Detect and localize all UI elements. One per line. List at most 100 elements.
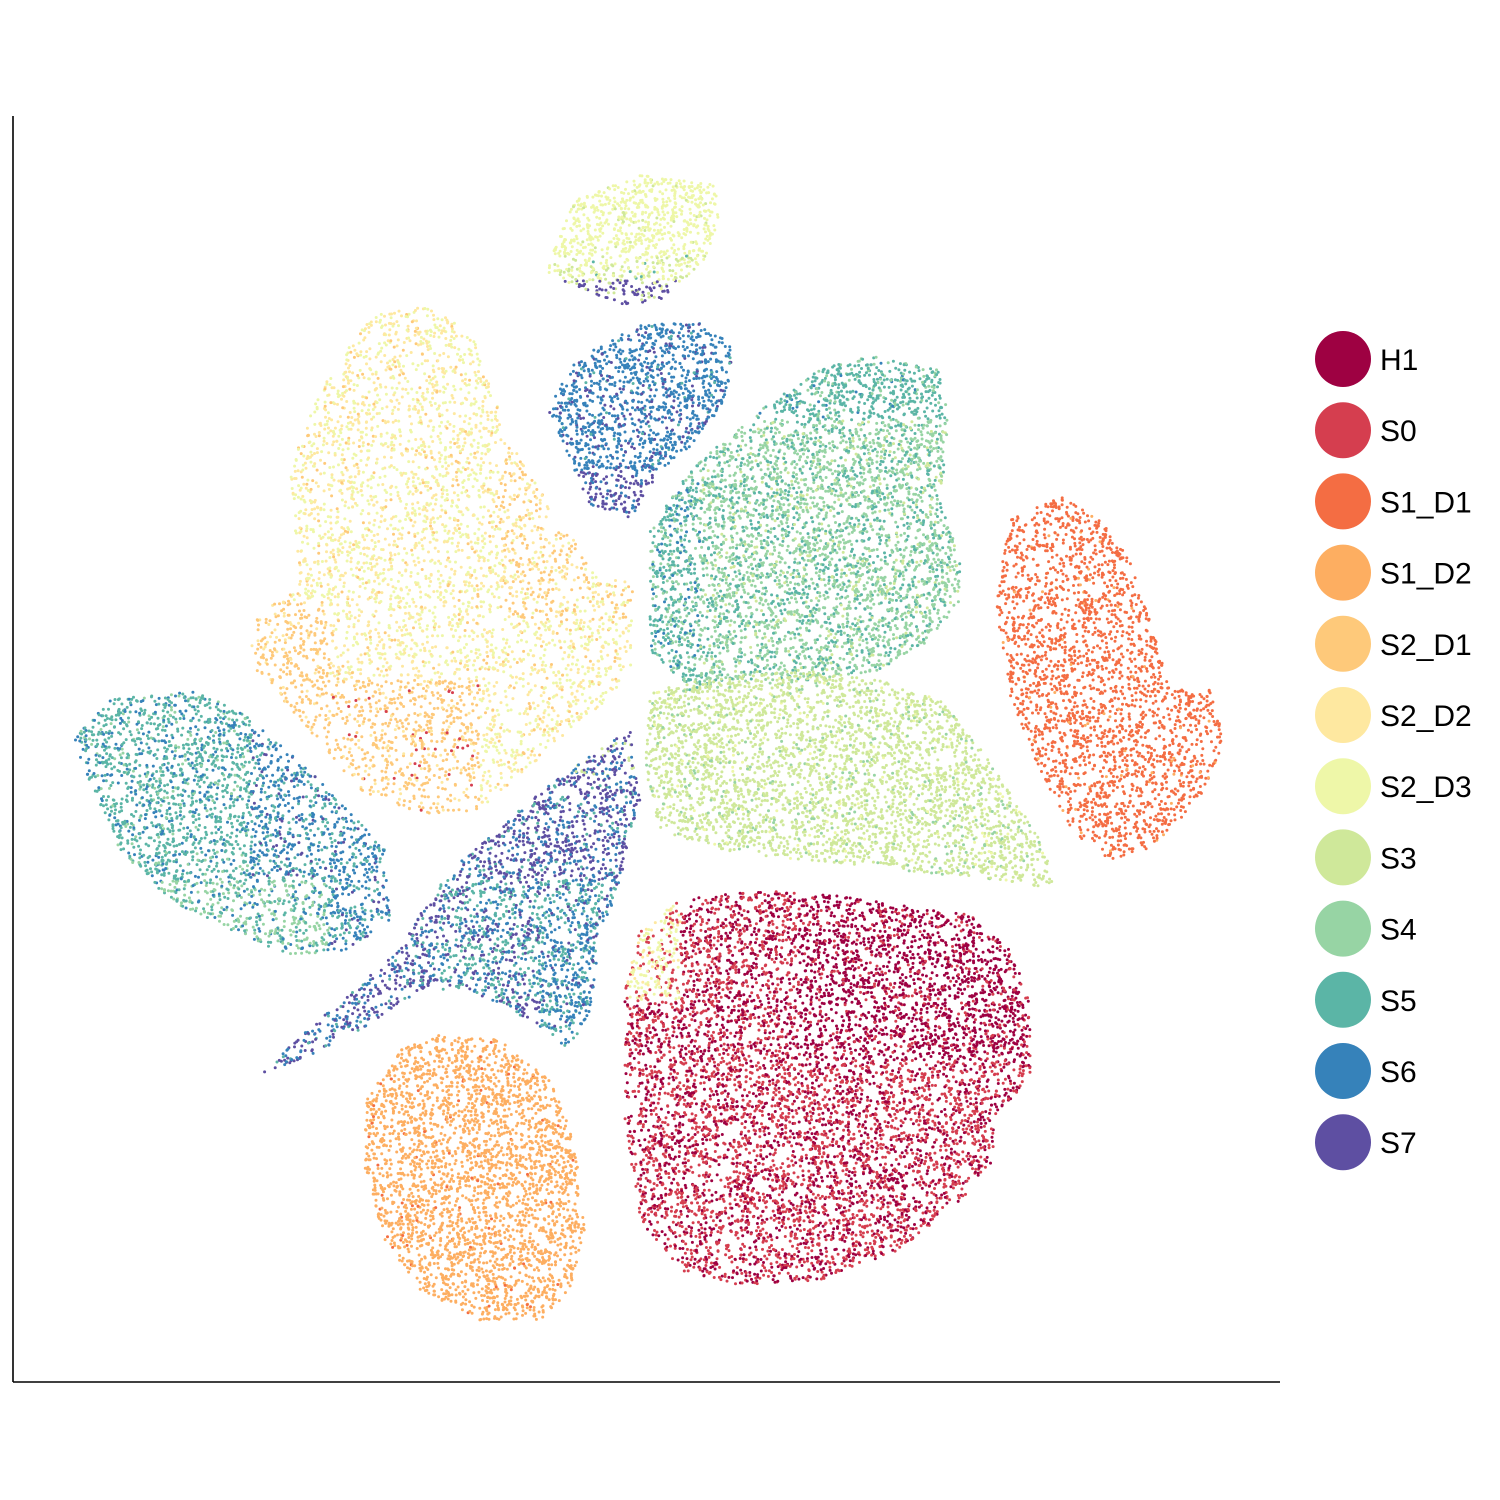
point xyxy=(675,182,678,185)
point xyxy=(524,493,527,496)
point xyxy=(419,482,422,485)
point xyxy=(629,348,632,351)
point xyxy=(270,657,273,660)
point xyxy=(405,645,408,648)
point xyxy=(409,762,412,765)
point xyxy=(689,231,692,234)
point xyxy=(702,386,705,389)
point xyxy=(685,447,688,450)
point xyxy=(587,232,590,235)
point xyxy=(649,189,652,192)
point xyxy=(664,387,667,390)
point xyxy=(669,199,672,202)
point xyxy=(374,545,377,548)
point xyxy=(548,697,551,700)
point xyxy=(381,754,384,757)
point xyxy=(501,559,504,562)
point xyxy=(569,241,572,244)
point xyxy=(549,666,552,669)
point xyxy=(569,629,572,632)
point xyxy=(522,672,525,675)
point xyxy=(545,613,548,616)
point xyxy=(626,601,629,604)
point xyxy=(408,589,411,592)
point xyxy=(588,667,591,670)
point xyxy=(442,699,445,702)
point xyxy=(539,534,542,537)
point xyxy=(386,674,389,677)
point xyxy=(694,218,697,221)
point xyxy=(673,456,676,459)
point xyxy=(257,628,260,631)
point xyxy=(559,646,562,649)
point xyxy=(619,647,622,650)
point xyxy=(499,438,502,441)
point xyxy=(397,580,400,583)
point xyxy=(664,444,667,447)
point xyxy=(686,265,689,268)
point xyxy=(417,561,420,564)
point xyxy=(392,393,395,396)
point xyxy=(434,375,437,378)
point xyxy=(427,551,430,554)
point xyxy=(344,572,347,575)
point xyxy=(620,448,623,451)
point xyxy=(719,336,722,339)
point xyxy=(454,756,457,759)
point xyxy=(540,571,543,574)
point xyxy=(673,194,676,197)
point xyxy=(323,489,326,492)
point xyxy=(285,697,288,700)
point xyxy=(508,447,511,450)
point xyxy=(452,597,455,600)
point xyxy=(673,395,676,398)
point xyxy=(431,456,434,459)
point xyxy=(582,228,585,231)
point xyxy=(422,687,425,690)
point xyxy=(709,242,712,245)
point xyxy=(522,516,525,519)
point xyxy=(342,385,345,388)
point xyxy=(650,459,653,462)
point xyxy=(475,730,478,733)
point xyxy=(645,357,648,360)
point xyxy=(322,669,325,672)
point xyxy=(430,733,433,736)
point xyxy=(606,264,609,267)
point xyxy=(504,659,507,662)
point xyxy=(518,488,521,491)
point xyxy=(433,332,436,335)
point xyxy=(291,487,294,490)
point xyxy=(295,709,298,712)
point xyxy=(580,645,583,648)
point xyxy=(374,541,377,544)
point xyxy=(608,427,611,430)
point xyxy=(384,559,387,562)
point xyxy=(283,615,286,618)
point xyxy=(367,598,370,601)
point xyxy=(309,451,312,454)
point xyxy=(588,488,591,491)
point xyxy=(422,338,425,341)
point xyxy=(575,225,578,228)
point xyxy=(456,760,459,763)
point xyxy=(446,685,449,688)
point xyxy=(678,414,681,417)
point xyxy=(372,440,375,443)
point xyxy=(670,239,673,242)
point xyxy=(663,251,666,254)
point xyxy=(624,201,627,204)
point xyxy=(361,409,364,412)
point xyxy=(570,250,573,253)
point xyxy=(568,253,571,256)
point xyxy=(349,379,352,382)
point xyxy=(617,229,620,232)
point xyxy=(316,584,319,587)
point xyxy=(542,691,545,694)
point xyxy=(621,302,624,305)
point xyxy=(601,399,604,402)
point xyxy=(353,356,356,359)
point xyxy=(489,741,492,744)
point xyxy=(717,380,720,383)
point xyxy=(447,704,450,707)
